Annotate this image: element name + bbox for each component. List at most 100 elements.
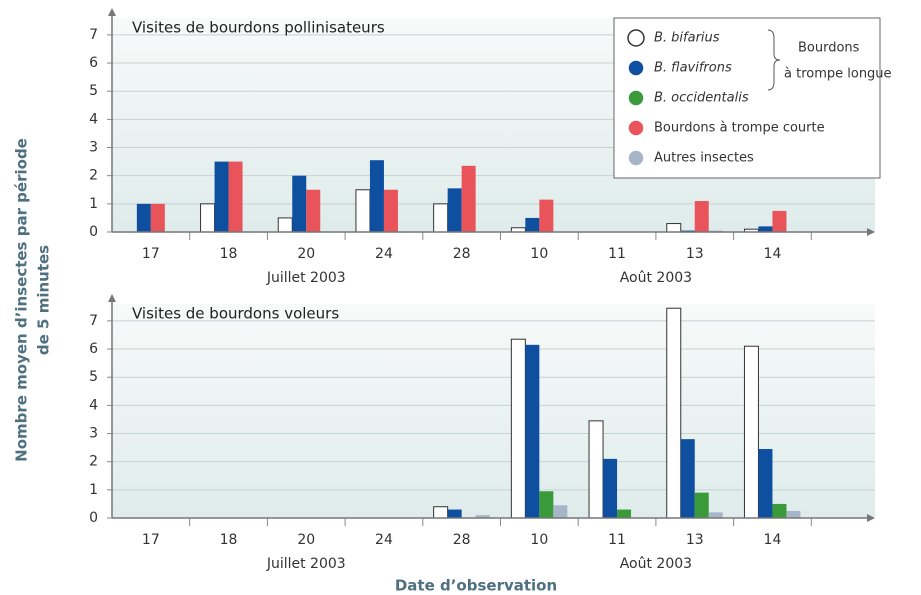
y-tick-label: 1 [89,482,98,498]
bar [150,203,165,232]
legend-label: B. bifarius [654,31,720,46]
y-tick-label: 3 [89,140,98,156]
y-tick-label: 0 [89,510,98,526]
x-axis-arrow [867,514,875,522]
legend: Bourdons à trompe longue B. bifarius B. f… [613,17,892,179]
bar [510,338,526,519]
bar [553,505,568,518]
x-axis-label: Date d’observation [395,577,557,595]
bar [772,210,787,232]
y-tick-label: 3 [89,426,98,442]
bar [200,203,216,233]
legend-label: B. flavifrons [654,61,732,76]
group-label: Août 2003 [620,556,692,572]
bar [525,344,540,518]
x-tick-label: 24 [375,246,393,262]
y-tick-label: 6 [89,55,98,71]
bar [447,509,462,518]
chart-title: Visites de bourdons pollinisateurs [132,19,385,37]
bar [306,189,321,232]
bar [447,188,462,232]
bar [758,226,773,232]
group-label: Juillet 2003 [266,270,346,286]
legend-label: Bourdons à trompe courte [654,121,825,136]
bar [758,449,773,518]
x-tick-label: 28 [453,532,471,548]
bar [228,161,243,232]
bar [539,491,554,518]
legend-label: B. occidentalis [654,91,749,106]
bar [136,203,151,232]
bar [680,439,695,518]
x-tick-label: 18 [220,246,238,262]
chart-title: Visites de bourdons voleurs [132,305,339,323]
bar [786,510,801,518]
x-tick-label: 13 [686,246,704,262]
x-tick-label: 14 [764,532,782,548]
x-tick-label: 10 [530,532,548,548]
y-tick-label: 5 [89,369,98,385]
x-tick-label: 13 [686,532,704,548]
x-tick-label: 18 [220,532,238,548]
bar [433,506,449,519]
bar [433,203,449,233]
bar [617,509,632,518]
legend-marker [627,149,645,167]
bar [525,217,540,232]
x-tick-label: 28 [453,246,471,262]
bar [708,512,723,518]
y-axis-arrow [108,294,116,302]
bar [539,199,554,232]
bar [214,161,229,232]
bar [603,458,618,518]
x-axis-arrow [867,228,875,236]
bar [461,165,476,232]
y-tick-label: 1 [89,196,98,212]
bar [694,492,709,518]
y-axis-arrow [108,8,116,16]
group-label: Juillet 2003 [266,556,346,572]
y-axis-label: Nombre moyen d’insectes par période [13,138,31,462]
group-label: Août 2003 [620,270,692,286]
x-tick-label: 11 [608,246,626,262]
y-tick-label: 0 [89,224,98,240]
bar [772,503,787,518]
bar [383,189,398,232]
bar [666,307,682,519]
legend-bracket-label: à trompe longue [784,67,892,82]
legend-box [613,17,881,179]
x-tick-label: 14 [764,246,782,262]
y-tick-label: 5 [89,83,98,99]
legend-marker [627,59,645,77]
y-tick-label: 2 [89,454,98,470]
x-tick-label: 24 [375,532,393,548]
legend-marker [627,29,645,47]
bar [369,160,384,232]
bar [355,189,371,233]
bar [743,345,759,519]
x-tick-label: 11 [608,532,626,548]
bar [588,420,604,519]
legend-bracket-label: Bourdons [798,41,860,56]
legend-bracket [767,29,781,91]
y-axis-label: de 5 minutes [35,245,53,355]
x-tick-label: 20 [297,532,315,548]
bar [277,217,293,233]
y-tick-label: 4 [89,397,98,413]
legend-label: Autres insectes [654,151,754,166]
y-tick-label: 7 [89,313,98,329]
bar [475,515,490,518]
bar [666,223,682,233]
legend-marker [627,89,645,107]
y-tick-label: 7 [89,27,98,43]
x-tick-label: 17 [142,246,160,262]
x-tick-label: 17 [142,532,160,548]
legend-marker [627,119,645,137]
x-tick-label: 20 [297,246,315,262]
y-tick-label: 4 [89,111,98,127]
bar [694,201,709,232]
x-tick-label: 10 [530,246,548,262]
y-tick-label: 6 [89,341,98,357]
bar [292,175,307,232]
